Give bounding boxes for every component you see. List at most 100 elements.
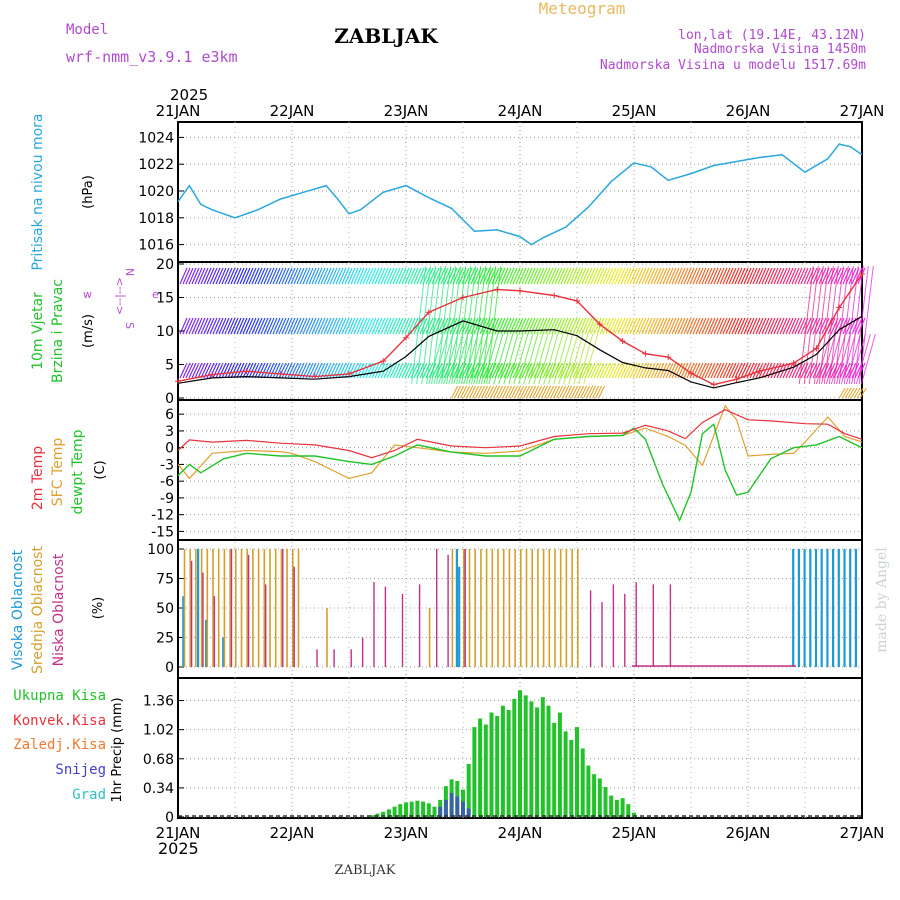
wind-barb-hatch	[254, 317, 263, 335]
wind-low-hatch	[574, 385, 582, 399]
cloud-bar	[624, 593, 626, 667]
wind-barb-hatch	[779, 317, 788, 335]
cloud-bar	[200, 549, 203, 667]
precip-total-bar	[529, 701, 534, 817]
compass-east: e	[152, 288, 159, 301]
wind-barb-hatch	[650, 267, 659, 285]
wind-barb-hatch	[734, 362, 743, 379]
precip-total-bar	[369, 815, 374, 817]
wind-barb-hatch	[668, 267, 677, 285]
wind-barb-hatch	[260, 362, 269, 379]
wind-barb-hatch	[338, 317, 347, 335]
wind-barb-hatch	[761, 317, 770, 335]
wind-low-hatch	[484, 385, 492, 399]
wind-barb-hatch	[680, 362, 689, 379]
y-tick-label: 0	[165, 810, 174, 826]
wind-barb-hatch	[221, 267, 230, 285]
wind-barb-hatch	[755, 317, 764, 335]
wind-barb-hatch	[230, 317, 239, 335]
precip-total-bar	[626, 804, 631, 817]
wind-barb-hatch	[257, 362, 266, 379]
wind-barb-hatch	[758, 267, 767, 285]
wind-barb-hatch	[596, 362, 605, 379]
wind-barb-hatch	[545, 362, 554, 379]
wind-barb-hatch	[737, 362, 746, 379]
wind-strong-hatch	[543, 333, 559, 385]
wind-strong-hatch	[528, 333, 544, 385]
wind-barb-hatch	[674, 317, 683, 335]
wind-barb-hatch	[719, 362, 728, 379]
cloud-bar	[274, 549, 277, 667]
wind-barb-hatch	[194, 317, 203, 335]
wind-barb-hatch	[842, 267, 851, 285]
wind-barb-hatch	[653, 267, 662, 285]
wind-barb-hatch	[221, 362, 230, 379]
cloud-low-label: Niska Oblacnost	[51, 553, 67, 666]
wind-barb-hatch	[530, 317, 539, 335]
wind-barb-hatch	[677, 317, 686, 335]
precip-total-bar	[421, 801, 426, 817]
wind-barb-hatch	[296, 267, 305, 285]
cloud-bar	[601, 602, 603, 667]
wind-barb-hatch	[614, 362, 623, 379]
wind-barb-hatch	[605, 267, 614, 285]
precip-total-bar	[546, 705, 551, 817]
precip-total-label: Ukupna Kisa	[13, 688, 106, 704]
x-tick-label-top: 25JAN	[612, 102, 657, 120]
wind-barb-hatch	[770, 267, 779, 285]
wind-strong-hatch	[563, 333, 579, 385]
wind-low-hatch	[529, 385, 537, 399]
wind-barb-hatch	[413, 317, 422, 335]
wind-speed-point	[859, 271, 865, 278]
precip-total-bar	[557, 712, 562, 817]
x-tick-labels-bottom: 21JAN 22JAN 23JAN 24JAN 25JAN 26JAN 27JAN	[156, 824, 885, 842]
wind-barb-hatch	[797, 362, 806, 379]
wind-low-hatch	[472, 385, 480, 399]
wind-barb-hatch	[578, 267, 587, 285]
wind-barb-hatch	[731, 267, 740, 285]
wind-barb-hatch	[743, 267, 752, 285]
wind-barb-hatch	[398, 317, 407, 335]
wind-barb-hatch	[725, 267, 734, 285]
wind-barb-hatch	[308, 267, 317, 285]
wind-barb-hatch	[785, 362, 794, 379]
wind-low-hatch	[589, 385, 597, 399]
wind-low-hatch	[469, 385, 477, 399]
wind-barb-hatch	[806, 317, 815, 335]
wind-low-hatch	[502, 385, 510, 399]
wind-speed-point	[175, 378, 181, 385]
footer-station: ZABLJAK	[335, 863, 396, 878]
wind-barb-hatch	[569, 267, 578, 285]
wind-strong-hatch	[463, 333, 479, 385]
wind-barb-hatch	[362, 267, 371, 285]
cloud-high-label: Visoka Oblacnost	[10, 549, 26, 670]
cloud-bar	[350, 649, 352, 667]
wind-barb-hatch	[623, 362, 632, 379]
cloud-bar	[202, 572, 204, 667]
precip-total-bar	[426, 803, 431, 817]
pressure-ylabel: (hPa)	[81, 175, 96, 209]
cloud-mid-label: Srednja Oblacnost	[30, 546, 46, 674]
y-tick-label: 1024	[138, 130, 174, 146]
wind-barb-hatch	[269, 362, 278, 379]
wind-barb-hatch	[401, 362, 410, 379]
wind-low-hatch	[454, 385, 462, 399]
wind-barb-hatch	[809, 362, 818, 379]
wind-barb-hatch	[785, 317, 794, 335]
cloud-bar	[565, 549, 568, 667]
wind-barb-hatch	[212, 267, 221, 285]
wind-barb-hatch	[581, 267, 590, 285]
wind-barb-hatch	[413, 362, 422, 379]
wind-barb-hatch	[305, 317, 314, 335]
cloud-bar	[832, 549, 835, 667]
wind-barb-hatch	[506, 267, 515, 285]
wind-barb-hatch	[377, 317, 386, 335]
wind-barb-hatch	[371, 362, 380, 379]
wind-barb-hatch	[596, 267, 605, 285]
wind-strong-hatch	[573, 333, 589, 385]
precip-total-bar	[398, 804, 403, 817]
wind-strong-hatch	[428, 333, 444, 385]
wind-barb-hatch	[665, 267, 674, 285]
wind-speed-point	[243, 368, 250, 375]
wind-barb-hatch	[188, 362, 197, 379]
